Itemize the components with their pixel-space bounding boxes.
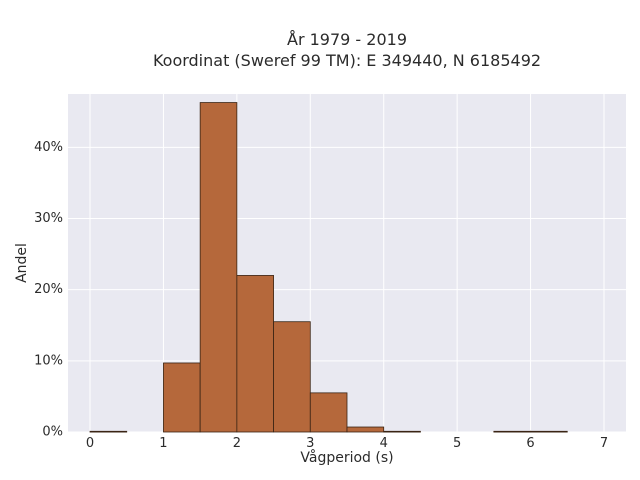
histogram-bar: [163, 362, 201, 433]
x-axis-label: Vågperiod (s): [300, 449, 393, 466]
y-tick-label: 40%: [34, 140, 63, 155]
histogram-bar: [236, 275, 274, 433]
x-axis-ticks: 0 1 2 3 4 5 6 7: [86, 436, 608, 451]
x-tick-label: 4: [380, 436, 388, 451]
y-axis-label: Andel: [14, 243, 30, 283]
x-tick-label: 7: [600, 436, 608, 451]
y-axis-ticks: 0% 10% 20% 30% 40%: [34, 140, 63, 440]
x-tick-label: 2: [233, 436, 241, 451]
histogram-bar: [346, 426, 385, 433]
histogram-bar: [199, 102, 238, 433]
plot-area: [68, 94, 626, 432]
y-tick-label: 20%: [34, 282, 63, 297]
chart-title-line2: Koordinat (Sweref 99 TM): E 349440, N 61…: [153, 51, 541, 70]
y-tick-label: 0%: [42, 425, 63, 440]
histogram-bar: [383, 430, 421, 433]
y-tick-label: 30%: [34, 211, 63, 226]
histogram-bar: [273, 321, 311, 433]
x-tick-label: 3: [306, 436, 314, 451]
histogram-bar: [89, 430, 128, 433]
histogram-bar: [530, 430, 568, 433]
x-tick-label: 1: [159, 436, 167, 451]
y-tick-label: 10%: [34, 353, 63, 368]
x-tick-label: 6: [526, 436, 534, 451]
x-tick-label: 0: [86, 436, 94, 451]
bars: [89, 102, 568, 433]
histogram-bar: [493, 430, 531, 433]
histogram-bar: [309, 392, 348, 433]
x-tick-label: 5: [453, 436, 461, 451]
chart-title-line1: År 1979 - 2019: [287, 30, 407, 49]
